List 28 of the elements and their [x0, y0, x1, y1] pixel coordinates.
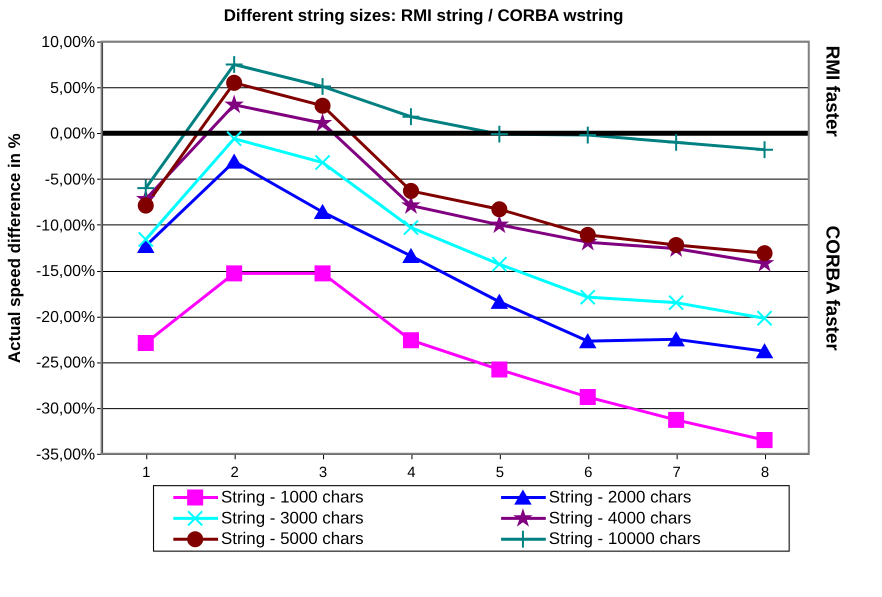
- x-tick-label: 4: [407, 465, 416, 482]
- x-tick-label: 2: [230, 465, 239, 482]
- text: CORBA faster: [822, 226, 844, 352]
- legend-label: String - 3000 chars: [220, 508, 364, 528]
- x-tick-label: 5: [496, 465, 504, 482]
- x-tick-label: 8: [760, 465, 770, 482]
- y-tick-label: -5,00%: [44, 171, 96, 188]
- y-axis-title: Actual speed difference in %: [5, 133, 24, 364]
- legend-label: String - 2000 chars: [548, 487, 692, 506]
- y-tick-label: 10,00%: [41, 34, 96, 52]
- y-tick-label: -15,00%: [36, 263, 96, 280]
- x-tick-label: 6: [584, 465, 592, 482]
- y-tick-label: -10,00%: [36, 217, 96, 234]
- y-tick-label: -35,00%: [36, 446, 96, 464]
- x-tick-label: 3: [318, 465, 328, 482]
- legend-label: String - 4000 chars: [548, 508, 692, 528]
- x-tick-label: 7: [672, 465, 681, 482]
- chart-title: Different string sizes: RMI string / CORBA wstring: [224, 6, 624, 26]
- y-tick-label: 5,00%: [50, 80, 96, 97]
- legend-label: String - 5000 chars: [220, 529, 364, 548]
- x-tick-label: 1: [142, 465, 150, 482]
- y-tick-label: -25,00%: [36, 354, 96, 372]
- legend-label: String - 1000 chars: [220, 487, 364, 506]
- text: RMI faster: [822, 46, 844, 138]
- y-tick-label: -30,00%: [36, 400, 96, 418]
- y-tick-label: -20,00%: [36, 308, 96, 326]
- y-tick-label: 0,00%: [50, 126, 96, 143]
- legend-label: String - 10000 chars: [548, 529, 701, 548]
